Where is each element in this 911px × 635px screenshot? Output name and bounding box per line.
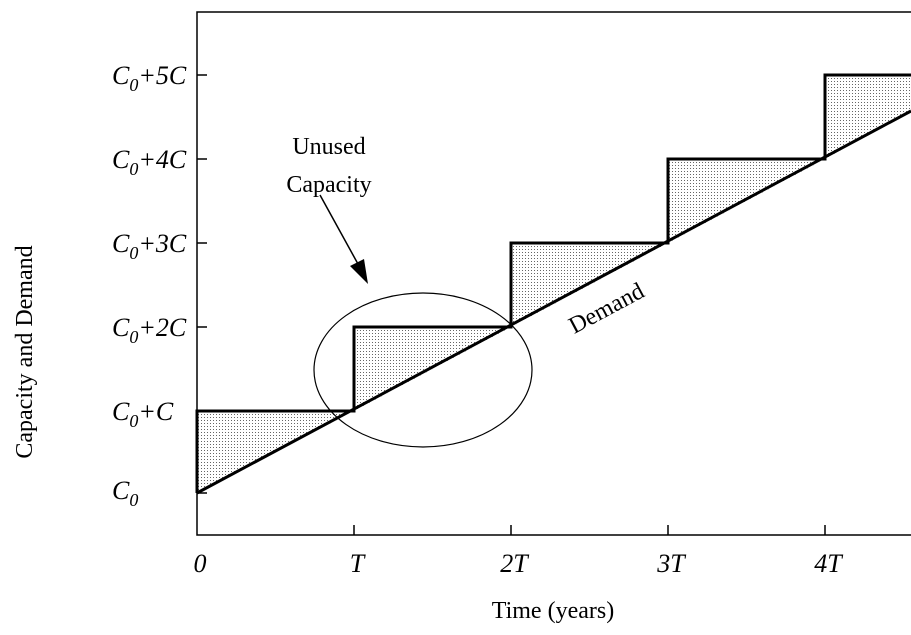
y-label-suffix: +5C — [138, 61, 187, 90]
y-axis-title: Capacity and Demand — [12, 245, 38, 458]
arrow-shaft — [319, 194, 359, 265]
x-label: 3T — [656, 549, 686, 578]
y-label-main: C — [112, 397, 130, 426]
highlight-ellipse — [313, 292, 533, 448]
y-label-suffix: +4C — [138, 145, 187, 174]
y-label-sub: 0 — [129, 243, 138, 263]
y-label-main: C — [112, 229, 130, 258]
y-label: C0+5C — [112, 61, 187, 95]
y-label-sub: 0 — [129, 75, 138, 95]
y-label-sub: 0 — [129, 159, 138, 179]
annotation: Capacity — [286, 172, 371, 198]
x-axis-title: Time (years) — [492, 598, 614, 624]
y-label-main: C — [112, 476, 130, 505]
y-label-sub: 0 — [129, 490, 138, 510]
demand-line — [196, 109, 911, 495]
y-label: C0+2C — [112, 313, 187, 347]
y-label: C0+4C — [112, 145, 187, 179]
x-label: T — [350, 549, 366, 578]
y-label-main: C — [112, 313, 130, 342]
x-label: 4T — [814, 549, 843, 578]
x-labels: 0 T 2T 3T 4T — [194, 549, 844, 578]
annotation: Unused — [292, 134, 365, 160]
y-label-sub: 0 — [129, 327, 138, 347]
y-label-main: C — [112, 145, 130, 174]
y-label: C0 — [112, 476, 138, 510]
y-label-suffix: +2C — [138, 313, 187, 342]
y-label: C0+C — [112, 397, 174, 431]
y-label: C0+3C — [112, 229, 187, 263]
capacity-steps — [195, 73, 911, 493]
y-label-main: C — [112, 61, 130, 90]
y-label-sub: 0 — [129, 411, 138, 431]
y-label-suffix: +C — [138, 397, 174, 426]
arrow-head — [350, 259, 368, 284]
x-label: 0 — [194, 549, 207, 578]
x-label: 2T — [500, 549, 529, 578]
y-label-suffix: +3C — [138, 229, 187, 258]
plot-frame — [196, 11, 911, 536]
